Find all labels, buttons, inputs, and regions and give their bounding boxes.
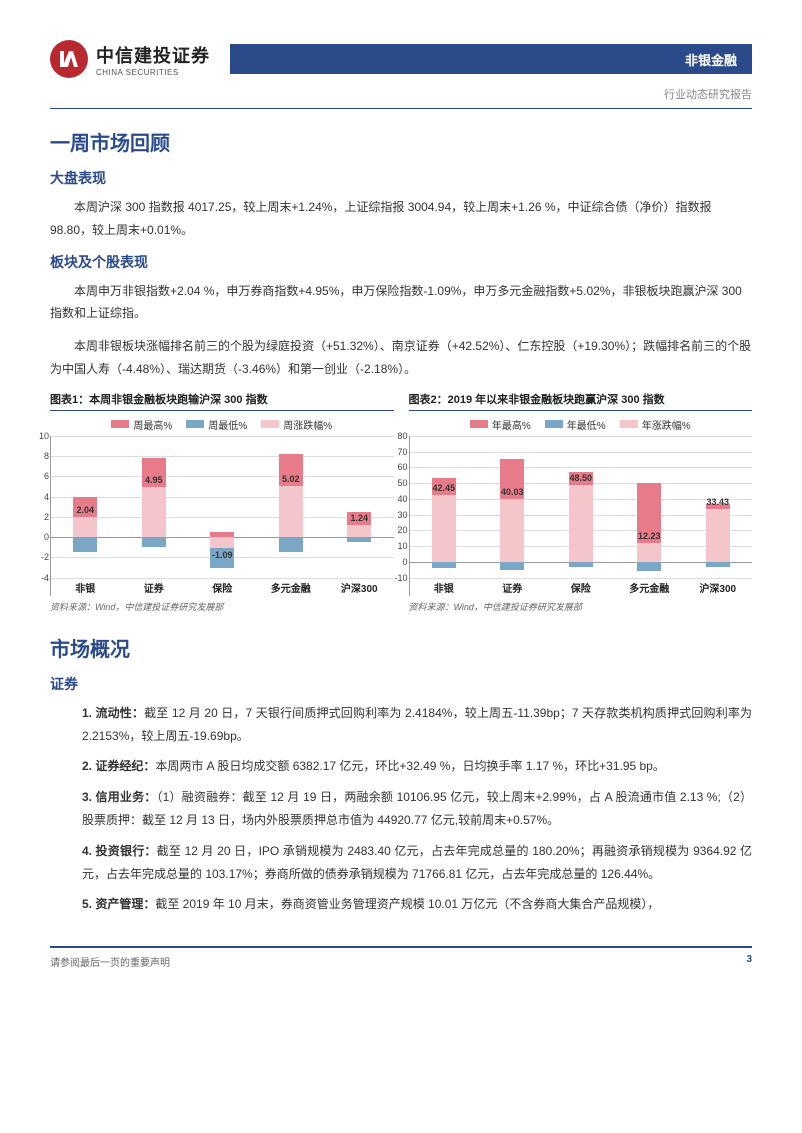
section1-sub2-para1: 本周申万非银指数+2.04 %，申万券商指数+4.95%，申万保险指数-1.09… — [50, 280, 752, 326]
header-bar-title: 非银金融 — [685, 50, 737, 69]
chart-area: -4-202468102.044.95-1.095.021.24非银证券保险多元… — [50, 436, 394, 596]
section1-sub1-title: 大盘表现 — [50, 168, 752, 188]
chart1-source: 资料来源：Wind，中信建投证券研究发展部 — [50, 600, 394, 613]
chart1: 图表1：本周非银金融板块跑输沪深 300 指数 周最高%周最低%周涨跌幅%-4-… — [50, 391, 394, 613]
logo-icon — [50, 40, 88, 78]
chart2-title: 图表2：2019 年以来非银金融板块跑赢沪深 300 指数 — [409, 391, 753, 411]
bar-group: 1.24 — [339, 436, 379, 578]
section1-sub2-title: 板块及个股表现 — [50, 252, 752, 272]
bar-group: 4.95 — [134, 436, 174, 578]
list-item: 4. 投资银行：截至 12 月 20 日，IPO 承销规模为 2483.40 亿… — [82, 840, 752, 886]
section1-title: 一周市场回顾 — [50, 127, 752, 156]
footer: 请参阅最后一页的重要声明 3 — [50, 946, 752, 969]
legend-item: 周涨跌幅% — [261, 417, 332, 432]
bar-group: 33.43 — [698, 436, 738, 578]
charts-row: 图表1：本周非银金融板块跑输沪深 300 指数 周最高%周最低%周涨跌幅%-4-… — [50, 391, 752, 613]
bar-group: 2.04 — [65, 436, 105, 578]
section1-sub2-para2: 本周非银板块涨幅排名前三的个股为绿庭投资（+51.32%）、南京证券（+42.5… — [50, 335, 752, 381]
section1-sub1-para: 本周沪深 300 指数报 4017.25，较上周末+1.24%，上证综指报 30… — [50, 196, 752, 242]
logo-block: 中信建投证券 CHINA SECURITIES — [50, 40, 210, 78]
logo-text-cn: 中信建投证券 — [96, 42, 210, 68]
legend-item: 年涨跌幅% — [620, 417, 691, 432]
logo-text-en: CHINA SECURITIES — [96, 68, 210, 77]
legend-item: 年最高% — [470, 417, 531, 432]
list-item: 1. 流动性：截至 12 月 20 日，7 天银行间质押式回购利率为 2.418… — [82, 702, 752, 748]
bar-group: 12.23 — [629, 436, 669, 578]
header-bar: 非银金融 — [230, 44, 752, 74]
chart-legend: 年最高% 年最低% 年涨跌幅% — [409, 417, 753, 432]
y-axis: -4-20246810 — [29, 436, 49, 578]
section2-title: 市场概况 — [50, 633, 752, 662]
bars: 42.45 40.03 48.50 12.23 33.43 — [410, 436, 753, 578]
bar-group: 40.03 — [492, 436, 532, 578]
header-subtitle: 行业动态研究报告 — [50, 86, 752, 102]
y-axis: -1001020304050607080 — [388, 436, 408, 578]
list-item: 3. 信用业务：（1）融资融券：截至 12 月 19 日，两融余额 10106.… — [82, 786, 752, 832]
chart1-title: 图表1：本周非银金融板块跑输沪深 300 指数 — [50, 391, 394, 411]
bar-group: -1.09 — [202, 436, 242, 578]
chart-area: -100102030405060708042.4540.0348.5012.23… — [409, 436, 753, 596]
bar-group: 5.02 — [271, 436, 311, 578]
footer-left: 请参阅最后一页的重要声明 — [50, 954, 170, 969]
footer-page-number: 3 — [746, 954, 752, 969]
bar-group: 42.45 — [424, 436, 464, 578]
list-item: 5. 资产管理：截至 2019 年 10 月末，券商资管业务管理资产规模 10.… — [82, 893, 752, 916]
section2-list: 1. 流动性：截至 12 月 20 日，7 天银行间质押式回购利率为 2.418… — [82, 702, 752, 916]
legend-item: 年最低% — [545, 417, 606, 432]
header-rule — [50, 108, 752, 109]
chart2: 图表2：2019 年以来非银金融板块跑赢沪深 300 指数 年最高% 年最低% 年涨… — [409, 391, 753, 613]
legend-item: 周最高% — [111, 417, 172, 432]
bars: 2.04 4.95 -1.09 5.02 1.24 — [51, 436, 394, 578]
chart-legend: 周最高% 周最低% 周涨跌幅% — [50, 417, 394, 432]
bar-group: 48.50 — [561, 436, 601, 578]
chart2-source: 资料来源：Wind，中信建投证券研究发展部 — [409, 600, 753, 613]
legend-item: 周最低% — [186, 417, 247, 432]
section2-sub1-title: 证券 — [50, 674, 752, 694]
x-axis: 非银证券保险多元金融沪深300 — [51, 580, 394, 596]
x-axis: 非银证券保险多元金融沪深300 — [410, 580, 753, 596]
list-item: 2. 证券经纪：本周两市 A 股日均成交额 6382.17 亿元，环比+32.4… — [82, 755, 752, 778]
header: 中信建投证券 CHINA SECURITIES 非银金融 — [50, 40, 752, 78]
